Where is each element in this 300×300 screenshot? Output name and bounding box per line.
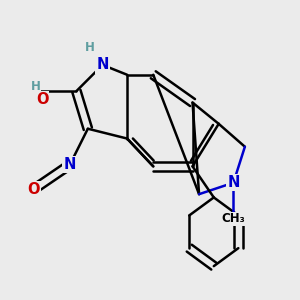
Text: N: N [227, 175, 240, 190]
Text: O: O [36, 92, 48, 107]
Text: CH₃: CH₃ [222, 212, 245, 225]
Text: O: O [28, 182, 40, 197]
Text: N: N [96, 57, 109, 72]
Text: H: H [31, 80, 40, 93]
Text: N: N [64, 157, 76, 172]
Text: H: H [85, 41, 95, 54]
